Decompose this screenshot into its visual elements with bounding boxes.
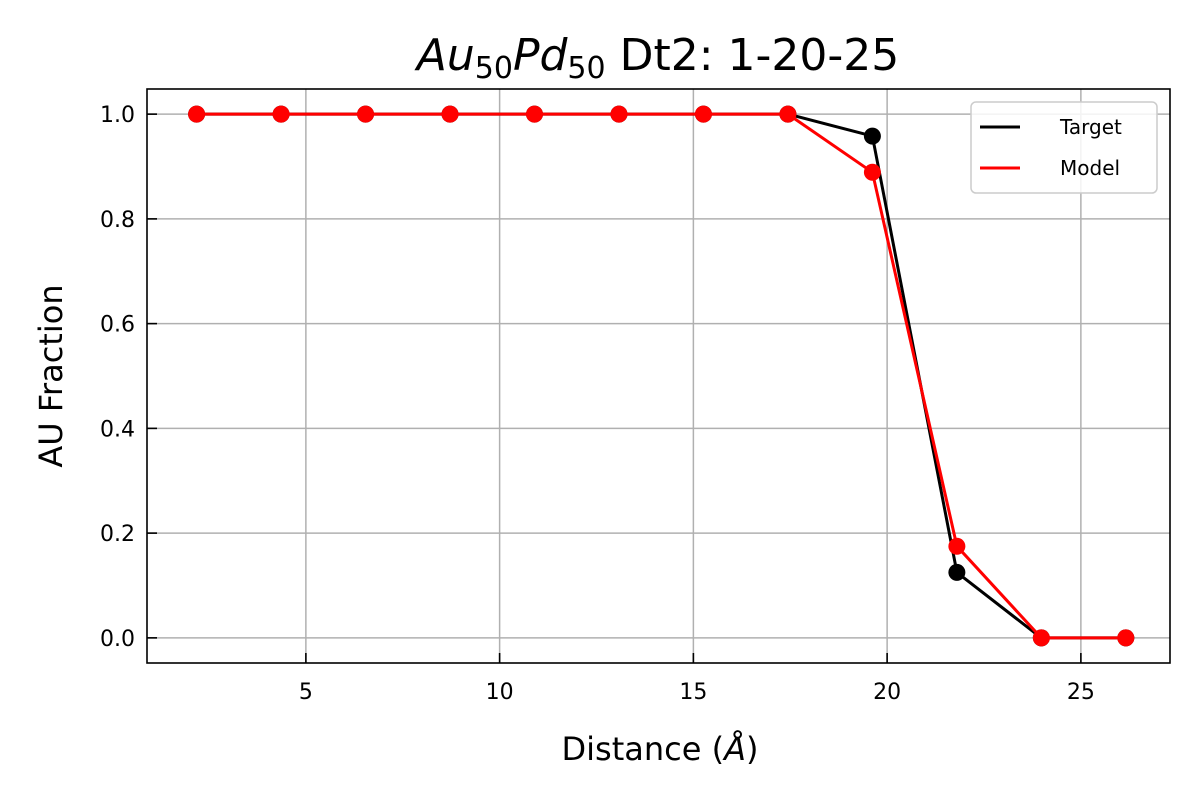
data-point-target [948,563,966,581]
legend-box [970,101,1158,194]
series-layer [188,105,1135,647]
data-point-model [779,105,797,123]
data-point-model [694,105,712,123]
data-point-model [188,105,206,123]
y-tick-label: 1.0 [100,103,135,128]
series-line-model [196,112,1126,640]
data-point-model [526,105,543,123]
x-axis-label-prefix: Distance ( [562,730,725,768]
x-tick-label: 20 [873,680,901,705]
legend-label-model: Model [1060,156,1120,180]
title-element-2: Pd [513,30,569,81]
x-tick-label: 25 [1067,680,1095,705]
y-tick-label: 0.4 [100,417,135,442]
data-point-model [357,105,375,123]
x-axis-label: Distance (Å) [562,730,759,768]
y-tick-label: 0.0 [100,627,135,652]
legend-label-target: Target [1059,115,1122,139]
data-point-model [1032,629,1050,647]
legend: Target Model [970,101,1158,194]
data-point-model [610,105,628,123]
x-axis-label-suffix: ) [746,730,758,768]
data-point-model [948,537,966,555]
data-point-model [1117,629,1135,647]
x-tick-label: 15 [679,680,707,705]
y-tick-label: 0.6 [100,313,135,338]
chart-title: Au50Pd50 Dt2: 1-20-25 [414,30,900,86]
data-point-model [441,105,459,123]
y-tick-label: 0.2 [100,522,135,547]
data-point-model [272,105,290,123]
data-point-target [863,127,881,145]
x-tick-label: 10 [486,680,514,705]
title-element-1: Au [414,30,475,81]
plot-frame [146,88,1171,664]
title-rest: Dt2: 1-20-25 [606,30,900,81]
data-point-model [863,163,881,181]
x-axis-label-symbol: Å [722,730,746,768]
y-tick-label: 0.8 [100,208,135,233]
ticks: 5 10 15 20 25 0.0 0.2 0.4 0.6 0.8 1.0 [100,103,1095,705]
x-tick-label: 5 [299,680,313,705]
y-axis-label: AU Fraction [32,284,70,467]
title-subscript-1: 50 [475,51,513,86]
title-subscript-2: 50 [567,51,605,86]
